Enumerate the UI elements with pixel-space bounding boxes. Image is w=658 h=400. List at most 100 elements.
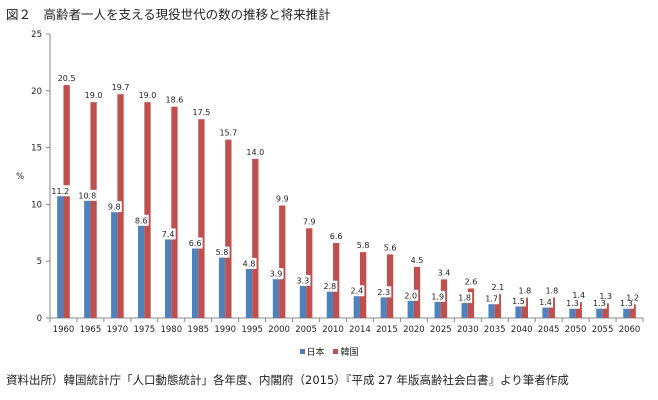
- y-tick-label: 25: [31, 30, 42, 40]
- data-label-japan: 2.8: [324, 282, 337, 291]
- data-label-japan-box: [403, 289, 419, 301]
- data-label-japan-box: [564, 297, 580, 309]
- data-label-korea: 1.8: [545, 287, 558, 296]
- bar-japan: [191, 243, 199, 318]
- data-label-japan: 1.7: [485, 295, 498, 304]
- data-label-korea: 7.9: [303, 217, 316, 226]
- bar-japan: [326, 286, 334, 318]
- y-axis-label: %: [16, 172, 24, 182]
- source-note: 資料出所）韓国統計庁「人口動態統計」各年度、内閣府（2015）『平成 27 年版…: [6, 373, 569, 387]
- bar-japan: [138, 220, 145, 318]
- x-tick-label: 2030: [457, 325, 479, 335]
- x-tick-label: 2010: [322, 325, 344, 335]
- data-label-korea: 3.4: [438, 268, 451, 277]
- data-label-japan: 5.8: [216, 248, 229, 257]
- data-label-japan: 3.3: [297, 277, 310, 286]
- data-label-japan: 2.3: [377, 288, 390, 297]
- data-label-japan-box: [77, 189, 97, 201]
- data-label-japan: 1.5: [512, 297, 525, 306]
- data-label-korea: 1.2: [626, 293, 639, 302]
- bar-japan: [57, 190, 64, 318]
- data-label-japan: 1.4: [539, 298, 552, 307]
- bar-korea: [63, 85, 70, 319]
- data-label-japan: 4.8: [243, 259, 256, 268]
- bar-japan: [542, 302, 549, 318]
- x-tick-label: 2045: [538, 325, 560, 335]
- data-label-japan: 1.3: [620, 299, 633, 308]
- data-label-japan-box: [241, 257, 257, 269]
- data-label-japan: 1.3: [566, 299, 579, 308]
- bar-japan: [353, 290, 360, 318]
- bar-japan: [245, 263, 253, 318]
- data-label-japan-box: [268, 268, 284, 280]
- y-tick-label: 0: [37, 314, 42, 324]
- bar-japan: [623, 303, 630, 318]
- data-label-korea: 1.4: [572, 291, 585, 300]
- bar-korea: [90, 102, 97, 318]
- data-label-korea: 19.0: [139, 91, 157, 100]
- data-label-korea: 4.5: [411, 256, 424, 265]
- x-tick-label: 1970: [107, 325, 129, 335]
- data-label-korea: 19.0: [85, 91, 103, 100]
- data-label-korea: 5.6: [384, 243, 397, 252]
- x-tick-label: 2025: [430, 325, 452, 335]
- data-label-japan-box: [618, 297, 634, 309]
- y-tick-label: 15: [31, 144, 42, 154]
- legend-swatch-japan: [299, 349, 305, 354]
- chart-title: 図２ 高齢者一人を支える現役世代の数の推移と将来推計: [6, 7, 331, 22]
- legend-item-korea: 韓国: [333, 345, 358, 358]
- data-label-japan: 1.8: [458, 294, 471, 303]
- x-tick-label: 2014: [349, 325, 371, 335]
- bar-korea: [171, 106, 178, 318]
- x-tick-label: 2055: [592, 325, 614, 335]
- data-label-japan-box: [376, 286, 392, 298]
- bar-japan: [218, 252, 226, 318]
- bar-korea: [575, 302, 582, 318]
- bar-korea: [629, 304, 636, 318]
- x-tick-label: 1995: [241, 325, 263, 335]
- data-label-korea: 2.1: [492, 283, 505, 292]
- bar-japan: [515, 300, 522, 318]
- bar-japan: [84, 195, 91, 318]
- bar-korea: [494, 294, 502, 318]
- bar-japan: [461, 297, 468, 318]
- x-tick-label: 2015: [376, 325, 398, 335]
- x-tick-label: 2000: [268, 325, 290, 335]
- bar-japan: [272, 273, 280, 318]
- x-tick-label: 1985: [187, 325, 209, 335]
- data-label-japan-box: [295, 275, 311, 287]
- x-tick-label: 1965: [80, 325, 102, 335]
- x-tick-label: 1980: [160, 325, 182, 335]
- data-label-korea: 6.6: [330, 232, 343, 241]
- data-label-japan: 8.6: [135, 216, 148, 225]
- data-label-japan-box: [187, 237, 203, 249]
- data-label-japan: 1.3: [593, 299, 606, 308]
- data-label-korea: 1.3: [599, 292, 612, 301]
- data-label-japan-box: [214, 246, 230, 258]
- bar-japan: [434, 296, 441, 318]
- data-label-korea: 14.0: [246, 148, 264, 157]
- data-label-japan: 3.9: [270, 270, 283, 279]
- data-label-japan: 1.9: [431, 292, 444, 301]
- bar-korea: [198, 119, 205, 318]
- bar-korea: [225, 139, 232, 318]
- data-label-japan-box: [457, 292, 473, 304]
- bar-korea: [467, 288, 475, 318]
- data-label-korea: 2.6: [465, 277, 478, 286]
- bar-japan: [111, 206, 118, 318]
- bar-korea: [602, 303, 609, 318]
- x-tick-label: 2035: [484, 325, 506, 335]
- x-tick-label: 2050: [565, 325, 587, 335]
- data-label-japan: 11.2: [51, 187, 69, 196]
- bar-japan: [380, 291, 387, 318]
- data-label-japan-box: [538, 296, 554, 308]
- legend-swatch-korea: [333, 349, 339, 354]
- bar-japan: [299, 280, 307, 318]
- data-label-japan-box: [160, 228, 176, 240]
- data-label-korea: 9.9: [276, 195, 289, 204]
- y-tick-label: 20: [31, 87, 42, 97]
- x-tick-label: 1960: [53, 325, 75, 335]
- data-label-japan-box: [322, 280, 338, 292]
- y-tick-label: 10: [31, 200, 42, 210]
- bar-korea: [252, 158, 259, 318]
